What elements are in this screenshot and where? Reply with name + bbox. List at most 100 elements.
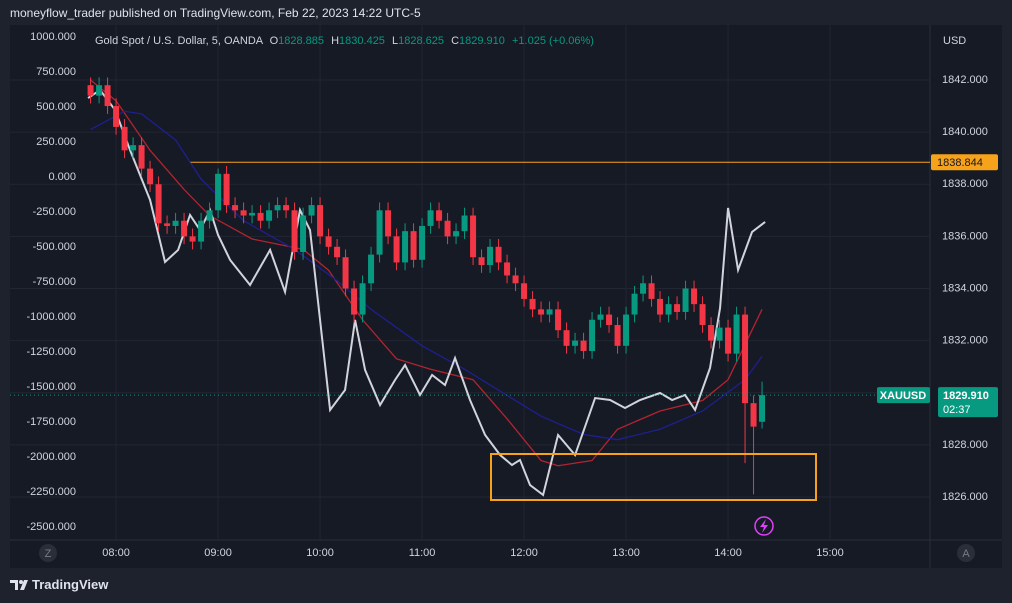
y-tick-label: 1834.000 — [942, 282, 988, 294]
candle-body — [444, 220, 451, 237]
chart-background — [10, 25, 1002, 568]
candle-body — [419, 225, 426, 260]
moving-average-line — [90, 79, 763, 467]
candle-body — [597, 314, 604, 320]
candle-body — [325, 236, 332, 247]
ohlc-key: H — [331, 35, 340, 47]
publish-header: moneyflow_trader published on TradingVie… — [10, 6, 421, 20]
event-icon[interactable] — [754, 516, 774, 536]
y2-tick-label: -2500.000 — [26, 521, 76, 533]
ohlc-value: 1828.625 — [398, 35, 445, 47]
y-tick-label: 1828.000 — [942, 439, 988, 451]
y2-tick-label: -1500.000 — [26, 381, 76, 393]
candle-body — [623, 314, 630, 346]
y-tick-label: 1826.000 — [942, 491, 988, 503]
candle-body — [249, 212, 256, 216]
x-tick-label: 15:00 — [816, 547, 844, 559]
x-tick-label: 12:00 — [510, 547, 538, 559]
y2-tick-label: 1000.000 — [30, 31, 76, 43]
candle-body — [359, 283, 366, 315]
y-tick-label: 1832.000 — [942, 335, 988, 347]
candle-body — [640, 283, 647, 294]
y2-tick-label: 0.000 — [48, 171, 76, 183]
candle-body — [682, 288, 689, 312]
x-tick-label: 09:00 — [204, 547, 232, 559]
candle-body — [368, 254, 375, 284]
candle-body — [189, 236, 196, 242]
auto-scale-button-label: A — [962, 548, 970, 560]
candle-body — [385, 210, 392, 237]
candle-body — [266, 210, 273, 221]
candle-body — [529, 298, 536, 310]
moving-average-line — [90, 110, 763, 441]
candle-body — [657, 298, 664, 315]
candle-body — [300, 215, 307, 253]
candle-body — [223, 173, 230, 206]
ohlc-value: 1828.885 — [278, 35, 325, 47]
candle-body — [138, 145, 145, 169]
y2-tick-label: -1250.000 — [26, 346, 76, 358]
candle-body — [487, 246, 494, 266]
y-tick-label: 1840.000 — [942, 126, 988, 138]
candle-body — [155, 184, 162, 224]
candle-body — [283, 205, 290, 211]
candle-body — [96, 85, 103, 96]
candle-body — [232, 205, 239, 211]
ohlc-value: 1829.910 — [459, 35, 505, 47]
candle-body — [198, 220, 205, 242]
candle-body — [274, 205, 281, 211]
candle-body — [172, 220, 179, 226]
ohlc-value: 1830.425 — [339, 35, 385, 47]
ohlc-key: L — [392, 35, 399, 47]
candle-body — [470, 215, 477, 258]
last-price-tag — [938, 387, 998, 418]
candle-body — [742, 314, 749, 404]
zoom-button[interactable] — [39, 544, 57, 562]
candle-body — [240, 210, 247, 216]
candle-body — [257, 212, 264, 221]
ohlc-key: O — [269, 35, 279, 47]
y2-tick-label: -500.000 — [33, 241, 76, 253]
candle-body — [606, 314, 613, 325]
candle-body — [215, 173, 222, 211]
candle-body — [342, 257, 349, 289]
candle-body — [750, 403, 757, 427]
price-level-label: 1838.844 — [937, 157, 983, 169]
y2-tick-label: 500.000 — [36, 101, 76, 113]
candle-body — [453, 231, 460, 237]
legend: Gold Spot / U.S. Dollar, 5, OANDA O1828.… — [95, 35, 594, 47]
candle-body — [733, 314, 740, 354]
candle-body — [504, 262, 511, 276]
candle-body — [351, 288, 358, 315]
candle-body — [121, 126, 128, 151]
candle-body — [478, 257, 485, 266]
candle-body — [291, 210, 298, 253]
x-tick-label: 11:00 — [409, 547, 436, 559]
candle-body — [665, 304, 672, 315]
change: +1.025 (+0.06%) — [511, 35, 594, 47]
price-level-tag — [931, 154, 998, 171]
candle-body — [410, 231, 417, 260]
candle-body — [521, 283, 528, 299]
x-tick-label: 10:00 — [306, 547, 334, 559]
x-tick-label: 08:00 — [102, 547, 130, 559]
y2-tick-label: 750.000 — [36, 66, 76, 78]
countdown-label: 02:37 — [943, 404, 971, 416]
symbol-label: XAUUSD — [880, 390, 927, 402]
candle-body — [725, 327, 732, 354]
candle-body — [317, 205, 324, 237]
candle-body — [147, 168, 154, 185]
candle-body — [538, 309, 545, 315]
candle-body — [308, 205, 315, 216]
currency-label: USD — [943, 35, 966, 47]
auto-scale-button[interactable] — [957, 544, 975, 562]
candle-body — [631, 293, 638, 315]
ohlc-key: C — [451, 35, 460, 47]
y-tick-label: 1836.000 — [942, 230, 988, 242]
candle-body — [580, 340, 587, 352]
y2-tick-label: -2250.000 — [26, 486, 76, 498]
candle-body — [572, 340, 579, 346]
y2-tick-label: 250.000 — [36, 136, 76, 148]
brand-logo — [10, 579, 28, 590]
